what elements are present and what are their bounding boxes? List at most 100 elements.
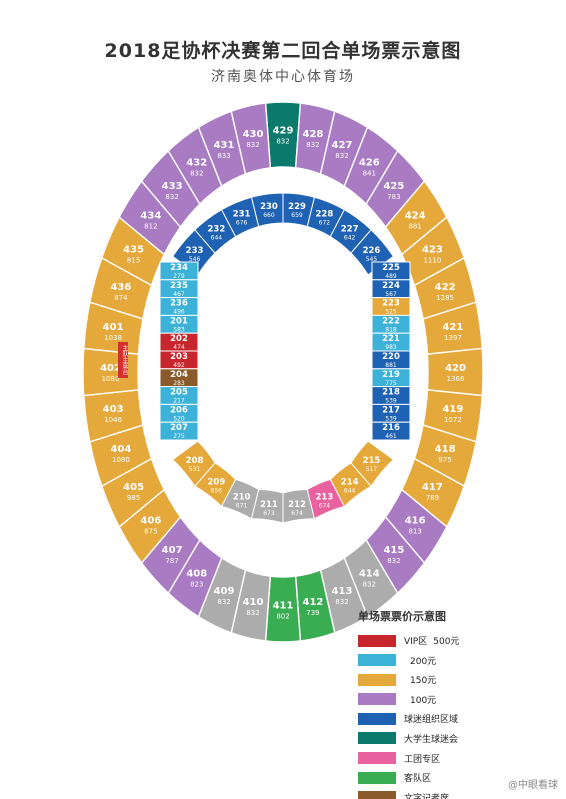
seat-count: 832 xyxy=(335,152,348,160)
section-number: 408 xyxy=(186,569,207,580)
section-number: 419 xyxy=(442,404,463,415)
seat-count: 802 xyxy=(276,613,289,621)
seat-count: 283 xyxy=(173,380,185,387)
section-number: 223 xyxy=(382,299,400,309)
section-number: 416 xyxy=(405,516,426,527)
seat-count: 467 xyxy=(173,291,185,298)
seat-count: 812 xyxy=(144,222,157,230)
seat-count: 818 xyxy=(385,326,397,333)
host-stand-label: 主队主席台 xyxy=(118,342,128,378)
seat-count: 1046 xyxy=(104,416,122,424)
section-number: 410 xyxy=(243,597,264,608)
seat-count: 676 xyxy=(236,220,248,227)
section-number: 231 xyxy=(233,210,251,220)
section-number: 425 xyxy=(383,181,404,192)
legend-swatch xyxy=(358,771,396,784)
section-number: 431 xyxy=(214,140,235,151)
legend-swatch xyxy=(358,752,396,765)
seat-count: 489 xyxy=(385,273,397,280)
seat-count: 659 xyxy=(291,212,303,219)
seat-count: 520 xyxy=(173,415,185,422)
seat-count: 823 xyxy=(190,581,203,589)
section-number: 211 xyxy=(260,500,278,510)
seat-count: 644 xyxy=(211,234,223,241)
seat-count: 539 xyxy=(385,398,397,405)
section-number: 212 xyxy=(288,500,306,510)
seat-count: 833 xyxy=(217,152,230,160)
seat-count: 815 xyxy=(127,256,140,264)
price-legend: 单场票票价示意图 VIP区 500元 200元 150元 100元 球迷组织区域 大学生球迷… xyxy=(358,608,528,799)
seat-count: 739 xyxy=(306,609,319,617)
seat-count: 567 xyxy=(385,291,397,298)
legend-items: VIP区 500元 200元 150元 100元 球迷组织区域 大学生球迷会 工团专区 客队区文… xyxy=(358,632,528,799)
seat-count: 832 xyxy=(217,598,230,606)
section-number: 429 xyxy=(273,126,294,137)
section-number: 208 xyxy=(186,456,204,466)
section-number: 405 xyxy=(123,482,144,493)
section-number: 424 xyxy=(405,210,426,221)
section-number: 418 xyxy=(435,444,456,455)
section-number: 414 xyxy=(359,569,380,580)
legend-item: 工团专区 xyxy=(358,750,528,767)
seat-count: 787 xyxy=(165,557,178,565)
section-number: 207 xyxy=(170,423,188,433)
seat-count: 461 xyxy=(385,433,397,440)
seat-count: 985 xyxy=(127,494,140,502)
upper-section-430 xyxy=(230,102,272,175)
section-number: 427 xyxy=(332,140,353,151)
section-number: 229 xyxy=(288,202,306,212)
legend-price: 100元 xyxy=(410,695,437,706)
section-number: 222 xyxy=(382,316,400,326)
section-number: 202 xyxy=(170,334,188,344)
section-number: 411 xyxy=(273,601,294,612)
section-number: 430 xyxy=(243,129,264,140)
legend-label: 工团专区 xyxy=(404,754,441,765)
section-number: 203 xyxy=(170,352,188,362)
section-number: 417 xyxy=(422,482,443,493)
seat-count: 672 xyxy=(319,220,331,227)
section-number: 224 xyxy=(382,281,400,291)
seat-count: 832 xyxy=(335,598,348,606)
seat-count: 1110 xyxy=(423,256,441,264)
seat-count: 841 xyxy=(363,169,376,177)
section-number: 214 xyxy=(341,478,359,488)
seat-count: 881 xyxy=(385,362,397,369)
section-number: 221 xyxy=(382,334,400,344)
section-number: 217 xyxy=(382,405,400,415)
legend-swatch xyxy=(358,673,396,686)
legend-label: 客队区 xyxy=(404,774,432,785)
seat-count: 874 xyxy=(114,294,128,302)
legend-title: 单场票票价示意图 xyxy=(358,610,446,623)
section-number: 218 xyxy=(382,388,400,398)
section-number: 216 xyxy=(382,423,400,433)
seat-count: 656 xyxy=(211,488,223,495)
section-number: 401 xyxy=(103,322,124,333)
seat-count: 279 xyxy=(173,273,185,280)
seat-count: 832 xyxy=(190,169,203,177)
section-number: 435 xyxy=(123,244,144,255)
legend-item: 150元 xyxy=(358,671,528,688)
seat-count: 1397 xyxy=(444,334,462,342)
legend-label: VIP区 xyxy=(404,637,428,647)
lower-section-215 xyxy=(350,440,395,488)
seat-count: 583 xyxy=(173,326,185,333)
section-number: 423 xyxy=(422,244,443,255)
legend-swatch xyxy=(358,732,396,745)
section-number: 204 xyxy=(170,370,188,380)
seat-count: 525 xyxy=(385,309,397,316)
legend-item: 200元 xyxy=(358,652,528,669)
seat-count: 832 xyxy=(165,193,178,201)
map-title: 2018足协杯决赛第二回合单场票示意图 xyxy=(104,40,462,62)
legend-swatch xyxy=(358,634,396,647)
seat-count: 832 xyxy=(387,557,400,565)
seat-count: 492 xyxy=(173,362,185,369)
seat-count: 474 xyxy=(173,344,185,351)
section-number: 230 xyxy=(260,202,278,212)
pitch-area xyxy=(214,262,356,440)
seat-count: 546 xyxy=(189,256,201,263)
seat-count: 517 xyxy=(366,466,378,473)
section-number: 213 xyxy=(316,492,334,502)
